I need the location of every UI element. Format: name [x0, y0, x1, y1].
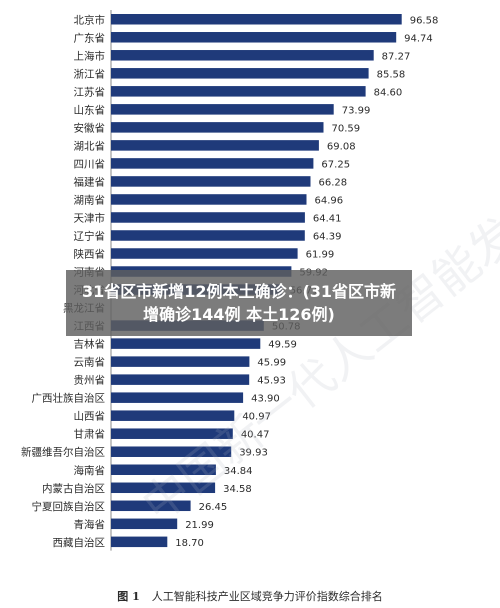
bar — [111, 230, 305, 241]
bar — [111, 176, 311, 187]
value-label: 45.93 — [257, 376, 286, 387]
category-label: 内蒙古自治区 — [42, 482, 105, 495]
category-label: 陕西省 — [74, 248, 106, 261]
category-label: 云南省 — [74, 356, 106, 369]
value-label: 73.99 — [342, 105, 371, 116]
category-label: 天津市 — [74, 211, 106, 224]
figure-caption: 图 1 人工智能科技产业区域竞争力评价指数综合排名 — [0, 588, 500, 604]
category-label: 青海省 — [74, 518, 106, 531]
category-label: 广东省 — [74, 31, 106, 44]
category-label: 吉林省 — [74, 338, 106, 351]
bar — [111, 356, 250, 367]
category-label: 贵州省 — [74, 374, 106, 387]
bar — [111, 536, 168, 548]
value-label: 40.97 — [242, 412, 271, 423]
bar — [111, 68, 369, 79]
value-label: 64.41 — [313, 213, 342, 224]
category-label: 福建省 — [74, 175, 106, 188]
category-label: 辽宁省 — [74, 229, 106, 242]
category-label: 新疆维吾尔自治区 — [21, 446, 105, 459]
value-label: 96.58 — [410, 15, 439, 26]
value-label: 43.90 — [251, 394, 280, 405]
bar — [111, 392, 244, 403]
value-label: 70.59 — [331, 123, 360, 134]
value-label: 18.70 — [175, 538, 204, 549]
category-label: 北京市 — [74, 13, 106, 26]
value-label: 64.39 — [313, 231, 342, 242]
headline-text: 31省区市新增12例本土确诊：(31省区市新增确诊144例 本土126例) — [81, 282, 397, 324]
value-label: 61.99 — [306, 250, 335, 261]
value-label: 67.25 — [321, 159, 350, 170]
bar — [111, 500, 191, 512]
category-label: 山西省 — [74, 410, 106, 423]
category-label: 湖北省 — [74, 139, 106, 152]
value-label: 84.60 — [374, 87, 403, 98]
category-label: 湖南省 — [74, 193, 106, 206]
headline-overlay: 31省区市新增12例本土确诊：(31省区市新增确诊144例 本土126例) — [66, 270, 412, 336]
bar — [111, 158, 314, 169]
value-label: 87.27 — [382, 51, 411, 62]
category-label: 广西壮族自治区 — [32, 392, 106, 405]
caption-text: 人工智能科技产业区域竞争力评价指数综合排名 — [151, 590, 383, 603]
bar — [111, 374, 250, 385]
bar — [111, 140, 319, 151]
value-label: 40.47 — [241, 430, 270, 441]
value-label: 34.84 — [224, 466, 253, 477]
bar — [111, 212, 305, 223]
value-label: 26.45 — [199, 502, 228, 513]
bar — [111, 14, 402, 25]
bar — [111, 338, 261, 349]
value-label: 34.58 — [223, 484, 252, 495]
category-label: 山东省 — [74, 103, 106, 116]
value-label: 85.58 — [377, 69, 406, 80]
bar — [111, 122, 324, 133]
bar — [111, 482, 216, 494]
caption-number: 图 1 — [117, 590, 140, 603]
value-label: 21.99 — [185, 520, 214, 531]
value-label: 64.96 — [315, 195, 344, 206]
bar — [111, 410, 235, 421]
value-label: 45.99 — [257, 358, 286, 369]
category-label: 西藏自治区 — [53, 536, 106, 549]
bar — [111, 428, 233, 439]
bar — [111, 248, 298, 259]
bar — [111, 86, 366, 97]
category-label: 海南省 — [74, 464, 106, 477]
bar — [111, 518, 178, 530]
value-label: 49.59 — [268, 340, 297, 351]
value-label: 39.93 — [239, 448, 268, 459]
bar — [111, 50, 374, 61]
value-label: 66.28 — [319, 177, 348, 188]
category-label: 江苏省 — [74, 85, 106, 98]
category-label: 宁夏回族自治区 — [32, 500, 106, 513]
bar — [111, 194, 307, 205]
bar — [111, 104, 334, 115]
category-label: 上海市 — [74, 49, 106, 62]
category-label: 甘肃省 — [74, 428, 106, 441]
value-label: 69.08 — [327, 141, 356, 152]
bar — [111, 32, 397, 43]
bar — [111, 446, 232, 457]
category-label: 浙江省 — [74, 67, 106, 80]
category-label: 安徽省 — [74, 121, 106, 134]
category-label: 四川省 — [74, 157, 106, 170]
value-label: 94.74 — [404, 33, 433, 44]
bar — [111, 464, 216, 475]
